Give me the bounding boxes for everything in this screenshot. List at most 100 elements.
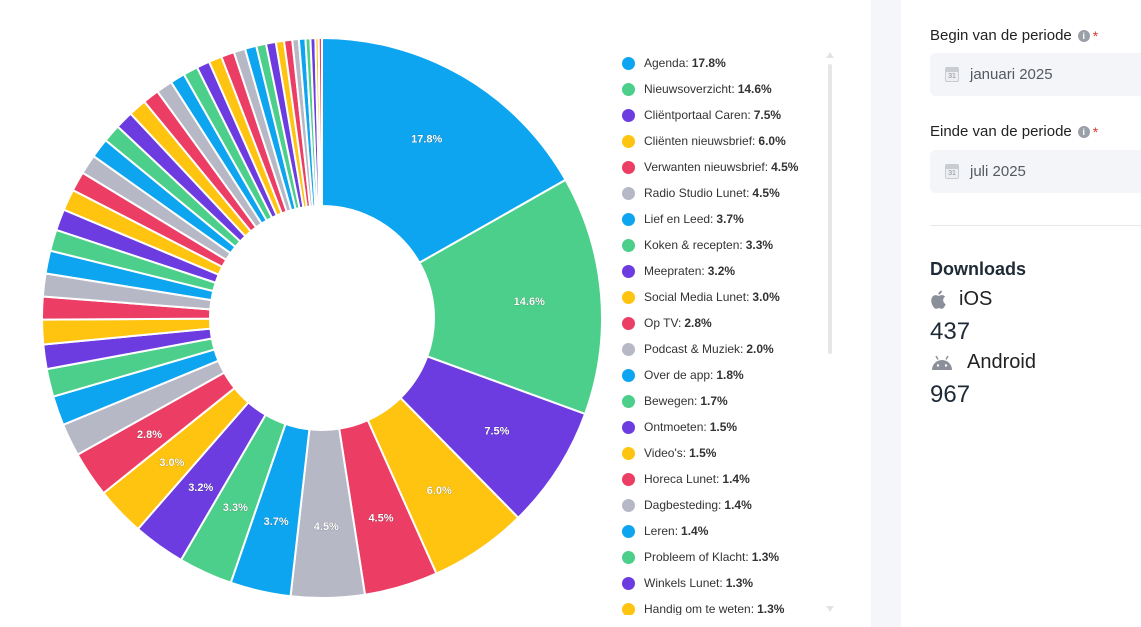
legend-value: 2.8% xyxy=(684,316,712,330)
legend-value: 14.6% xyxy=(737,82,772,96)
legend-label: Probleem of Klacht: xyxy=(644,550,749,564)
pie-slice[interactable] xyxy=(317,36,323,208)
legend-item[interactable]: Verwanten nieuwsbrief: 4.5% xyxy=(622,154,822,180)
apple-icon xyxy=(931,290,946,309)
legend-value: 7.5% xyxy=(753,108,782,122)
begin-period-field[interactable]: 31 januari 2025 xyxy=(930,53,1141,96)
legend-item[interactable]: Cliënten nieuwsbrief: 6.0% xyxy=(622,128,822,154)
legend-label: Over de app: xyxy=(644,368,714,382)
slice-data-label: 6.0% xyxy=(427,485,452,497)
legend-color-marker xyxy=(622,550,635,564)
legend-item[interactable]: Podcast & Muziek: 2.0% xyxy=(622,336,822,362)
legend-item[interactable]: Nieuwsoverzicht: 14.6% xyxy=(622,76,822,102)
chart-legend: Agenda: 17.8% Nieuwsoverzicht: 14.6% Cliëntp… xyxy=(622,50,822,615)
legend-label: Lief en Leed: xyxy=(644,212,714,226)
begin-period-label: Begin van de periode i * xyxy=(930,27,1098,44)
filter-sidebar: Begin van de periode i * 31 januari 2025… xyxy=(901,0,1141,627)
legend-value: 1.5% xyxy=(689,446,717,460)
legend-value: 3.0% xyxy=(752,290,780,304)
info-icon[interactable]: i xyxy=(1077,125,1090,138)
legend-color-marker xyxy=(622,576,635,590)
legend-color-marker xyxy=(622,108,635,122)
legend-value: 4.5% xyxy=(752,186,780,200)
legend-value: 17.8% xyxy=(691,56,726,70)
legend-item[interactable]: Handig om te weten: 1.3% xyxy=(622,596,822,615)
pie-slice[interactable] xyxy=(418,178,603,416)
legend-color-marker xyxy=(622,368,635,382)
legend-scrollbar[interactable] xyxy=(826,52,834,612)
legend-label: Dagbesteding: xyxy=(644,498,722,512)
slice-data-label: 3.2% xyxy=(188,482,213,494)
downloads-pie-chart-card: 17.8% 14.6% 7.5% 6.0% 4.5% 4.5% 3.7% 3.3% 3.2% 3.… xyxy=(42,36,834,615)
legend-color-marker xyxy=(622,316,635,330)
legend-item[interactable]: Horeca Lunet: 1.4% xyxy=(622,466,822,492)
legend-item[interactable]: Radio Studio Lunet: 4.5% xyxy=(622,180,822,206)
legend-item[interactable]: Probleem of Klacht: 1.3% xyxy=(622,544,822,570)
ios-count: 437 xyxy=(930,318,971,345)
legend-item[interactable]: Op TV: 2.8% xyxy=(622,310,822,336)
legend-scroll-up-icon[interactable] xyxy=(826,52,834,58)
legend-label: Horeca Lunet: xyxy=(644,472,720,486)
legend-color-marker xyxy=(622,82,635,96)
legend-item[interactable]: Video's: 1.5% xyxy=(622,440,822,466)
android-icon xyxy=(932,355,952,370)
legend-item[interactable]: Bewegen: 1.7% xyxy=(622,388,822,414)
legend-value: 2.0% xyxy=(746,342,774,356)
slice-data-label: 4.5% xyxy=(368,512,393,524)
slice-data-label: 3.0% xyxy=(159,457,184,469)
legend-color-marker xyxy=(622,472,635,486)
legend-color-marker xyxy=(622,134,635,148)
begin-period-value: januari 2025 xyxy=(970,66,1053,83)
slice-data-label: 4.5% xyxy=(314,521,339,533)
legend-label: Nieuwsoverzicht: xyxy=(644,82,735,96)
slice-data-label: 7.5% xyxy=(484,426,509,438)
legend-color-marker xyxy=(622,160,635,174)
android-count: 967 xyxy=(930,381,971,408)
end-period-field[interactable]: 31 juli 2025 xyxy=(930,150,1141,193)
legend-label: Handig om te weten: xyxy=(644,602,755,615)
legend-item[interactable]: Dagbesteding: 1.4% xyxy=(622,492,822,518)
legend-label: Winkels Lunet: xyxy=(644,576,723,590)
legend-item[interactable]: Leren: 1.4% xyxy=(622,518,822,544)
legend-item[interactable]: Social Media Lunet: 3.0% xyxy=(622,284,822,310)
legend-item[interactable]: Winkels Lunet: 1.3% xyxy=(622,570,822,596)
calendar-icon: 31 xyxy=(945,164,959,179)
slice-data-label: 14.6% xyxy=(514,296,545,308)
legend-color-marker xyxy=(622,446,635,460)
android-label: Android xyxy=(967,351,1036,373)
legend-scroll-thumb[interactable] xyxy=(828,64,832,354)
legend-color-marker xyxy=(622,186,635,200)
legend-value: 1.5% xyxy=(709,420,738,434)
legend-value: 1.4% xyxy=(724,498,752,512)
legend-color-marker xyxy=(622,238,635,252)
legend-item[interactable]: Agenda: 17.8% xyxy=(622,50,822,76)
legend-value: 3.3% xyxy=(745,238,774,252)
slice-data-label: 17.8% xyxy=(411,133,442,145)
legend-value: 1.3% xyxy=(725,576,754,590)
legend-label: Cliënten nieuwsbrief: xyxy=(644,134,756,148)
legend-color-marker xyxy=(622,498,635,512)
legend-item[interactable]: Ontmoeten: 1.5% xyxy=(622,414,822,440)
end-period-value: juli 2025 xyxy=(970,163,1026,180)
legend-label: Cliëntportaal Caren: xyxy=(644,108,751,122)
legend-scroll-down-icon[interactable] xyxy=(826,606,834,612)
legend-color-marker xyxy=(622,394,635,408)
ios-label: iOS xyxy=(959,288,993,310)
legend-label: Radio Studio Lunet: xyxy=(644,186,750,200)
required-asterisk: * xyxy=(1092,123,1099,140)
legend-item[interactable]: Cliëntportaal Caren: 7.5% xyxy=(622,102,822,128)
legend-value: 4.5% xyxy=(771,160,799,174)
legend-item[interactable]: Over de app: 1.8% xyxy=(622,362,822,388)
legend-label: Koken & recepten: xyxy=(644,238,743,252)
required-asterisk: * xyxy=(1092,27,1099,44)
legend-color-marker xyxy=(622,56,635,70)
legend-item[interactable]: Lief en Leed: 3.7% xyxy=(622,206,822,232)
legend-item[interactable]: Meepraten: 3.2% xyxy=(622,258,822,284)
panel-gutter xyxy=(871,0,901,627)
end-period-label-text: Einde van de periode xyxy=(930,123,1072,140)
legend-label: Meepraten: xyxy=(644,264,705,278)
legend-label: Verwanten nieuwsbrief: xyxy=(644,160,769,174)
pie-slice[interactable] xyxy=(321,36,567,265)
info-icon[interactable]: i xyxy=(1077,29,1090,42)
legend-item[interactable]: Koken & recepten: 3.3% xyxy=(622,232,822,258)
